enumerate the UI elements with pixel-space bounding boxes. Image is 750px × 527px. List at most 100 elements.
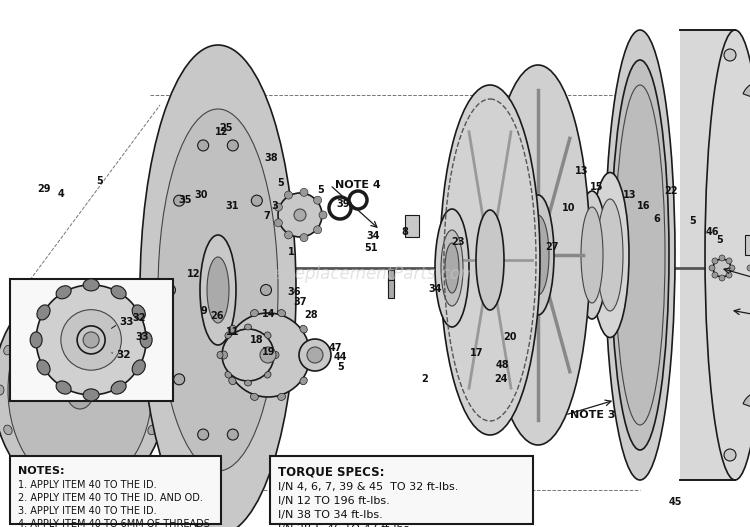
Text: 15: 15 [590, 182, 603, 192]
Bar [388, 280, 394, 298]
Ellipse shape [26, 314, 34, 323]
Circle shape [729, 265, 735, 271]
Circle shape [709, 265, 715, 271]
Text: 19: 19 [262, 347, 275, 357]
Ellipse shape [8, 290, 152, 490]
Ellipse shape [30, 332, 42, 348]
Ellipse shape [93, 476, 103, 484]
Ellipse shape [37, 305, 50, 320]
Text: 34: 34 [428, 284, 442, 294]
Text: 5: 5 [338, 363, 344, 372]
Ellipse shape [0, 385, 4, 395]
Text: 44: 44 [334, 353, 347, 362]
Text: 2: 2 [421, 375, 428, 384]
Circle shape [284, 191, 292, 199]
Ellipse shape [476, 210, 504, 310]
Ellipse shape [93, 296, 103, 305]
Circle shape [314, 196, 322, 204]
Circle shape [83, 332, 99, 348]
Circle shape [319, 211, 327, 219]
Text: 17: 17 [470, 348, 483, 358]
Circle shape [719, 275, 725, 281]
Circle shape [251, 374, 262, 385]
Text: 48: 48 [496, 360, 509, 369]
Ellipse shape [244, 380, 251, 386]
Ellipse shape [132, 305, 146, 320]
Text: 29: 29 [37, 184, 50, 193]
Text: 8: 8 [401, 227, 409, 237]
Ellipse shape [441, 230, 463, 306]
Ellipse shape [265, 332, 271, 338]
Ellipse shape [0, 280, 167, 500]
Circle shape [251, 195, 262, 206]
Ellipse shape [111, 381, 126, 394]
Ellipse shape [615, 85, 665, 425]
Circle shape [198, 429, 208, 440]
Text: 22: 22 [664, 186, 678, 196]
Ellipse shape [56, 286, 71, 299]
Ellipse shape [4, 345, 12, 355]
Text: 33: 33 [119, 317, 134, 327]
Ellipse shape [200, 235, 236, 345]
Ellipse shape [217, 352, 223, 358]
Text: TORQUE SPECS:: TORQUE SPECS: [278, 466, 385, 479]
Circle shape [294, 209, 306, 221]
Ellipse shape [56, 381, 71, 394]
Text: 47: 47 [328, 343, 342, 353]
Ellipse shape [222, 329, 274, 381]
Text: 4: 4 [58, 189, 64, 199]
Text: 34: 34 [367, 231, 380, 241]
Circle shape [712, 258, 718, 264]
Text: 25: 25 [220, 123, 233, 132]
Ellipse shape [83, 279, 99, 291]
Ellipse shape [125, 457, 134, 466]
Text: 37: 37 [293, 297, 307, 307]
Text: 51: 51 [364, 243, 378, 252]
Text: I/N 12 TO 196 ft-lbs.: I/N 12 TO 196 ft-lbs. [278, 496, 390, 506]
Ellipse shape [140, 332, 152, 348]
Text: eReplacementParts.com: eReplacementParts.com [273, 265, 477, 283]
Text: 46: 46 [706, 227, 719, 237]
Text: 16: 16 [637, 201, 650, 210]
Ellipse shape [527, 215, 549, 295]
Wedge shape [743, 82, 750, 96]
Ellipse shape [57, 476, 68, 484]
Circle shape [227, 140, 238, 151]
Ellipse shape [724, 49, 736, 61]
Ellipse shape [300, 325, 307, 333]
Ellipse shape [225, 372, 232, 378]
Circle shape [284, 231, 292, 239]
Circle shape [726, 272, 732, 278]
Ellipse shape [125, 314, 134, 323]
Bar [10, 279, 172, 401]
Ellipse shape [207, 257, 229, 323]
Text: 9: 9 [201, 306, 207, 316]
Polygon shape [680, 30, 735, 480]
Ellipse shape [705, 30, 750, 480]
Ellipse shape [611, 60, 669, 450]
Circle shape [260, 347, 276, 363]
Ellipse shape [244, 324, 251, 330]
Ellipse shape [597, 199, 623, 311]
Text: 10: 10 [562, 203, 575, 213]
Text: 35: 35 [178, 196, 192, 205]
Text: 12: 12 [187, 269, 200, 279]
Text: 27: 27 [545, 242, 559, 251]
Ellipse shape [37, 360, 50, 375]
Text: 45: 45 [668, 497, 682, 506]
Circle shape [726, 258, 732, 264]
Text: 3. APPLY ITEM 40 TO THE ID.: 3. APPLY ITEM 40 TO THE ID. [18, 506, 156, 516]
Wedge shape [743, 392, 750, 406]
Bar [745, 235, 750, 255]
Text: 1: 1 [288, 247, 294, 257]
Ellipse shape [440, 85, 540, 435]
Circle shape [274, 203, 283, 211]
Circle shape [174, 195, 184, 206]
Text: 13: 13 [623, 190, 637, 200]
Ellipse shape [445, 243, 459, 293]
Ellipse shape [591, 172, 629, 337]
Bar [10, 456, 221, 524]
Ellipse shape [522, 195, 554, 315]
Text: 5: 5 [96, 176, 103, 186]
Ellipse shape [148, 425, 156, 435]
